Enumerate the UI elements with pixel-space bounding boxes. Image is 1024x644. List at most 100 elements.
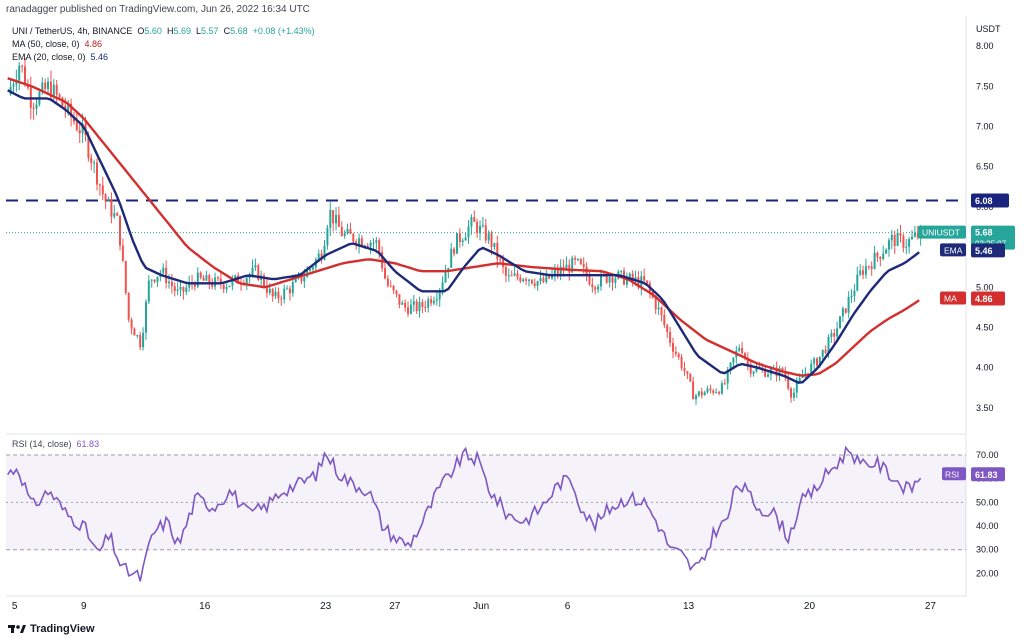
time-axis-tick-label: Jun [473,601,489,612]
ema-legend-value: 5.46 [90,52,109,62]
symbol-name-tag-bg [918,225,966,239]
candle-body [110,199,113,217]
tradingview-brand: TradingView [30,623,95,635]
ohlc-low: 5.57 [201,26,219,36]
time-axis-tick-label: 16 [199,601,211,612]
candle-body [49,81,52,98]
candle-body [453,248,456,254]
candle-body [196,272,199,287]
ohlc-close-label: C [223,26,231,36]
candle-body [692,381,695,400]
candle-body [700,391,703,396]
candle-body [850,296,853,298]
candle-body [81,123,84,134]
candle-body [525,279,528,281]
candle-body [21,65,24,67]
candle-body [98,184,101,186]
ema-legend-label: EMA (20, close, 0) [12,52,86,62]
candle-body [715,391,718,393]
candle-body [862,270,864,275]
candle-body [522,279,525,282]
candle-body [320,253,323,260]
candle-body [44,82,47,90]
candle-body [821,349,824,357]
candle-body [32,107,35,109]
ema-legend-row[interactable]: EMA (20, close, 0) 5.46 [12,51,315,64]
candle-body [15,80,18,85]
candle-body [634,277,637,281]
ema-value-tag-bg [971,243,1005,258]
candle-body [827,337,830,353]
candle-body [686,371,689,374]
ma-legend-label: MA (50, close, 0) [12,39,80,49]
candle-body [360,238,363,246]
candle-body [816,358,818,366]
candle-body [818,356,821,366]
symbol-name-tag-text: UNIUSDT [922,228,960,238]
candle-body [222,284,225,290]
candle-body [833,333,836,337]
ma-value-tag-text: 4.86 [975,294,993,304]
candle-body [78,130,81,134]
rsi-value-tag-text: 61.83 [975,470,998,480]
candle-body [787,377,790,389]
rsi-axis-tick-label: 50.00 [976,497,999,507]
candle-body [133,328,136,336]
candle-body [548,274,551,279]
candle-body [902,235,905,248]
candle-body [542,277,545,283]
candle-body [202,277,205,281]
candle-body [628,273,631,278]
time-axis-tick-label: 9 [81,601,87,612]
candle-body [70,103,73,117]
ohlc-open: 5.60 [144,26,162,36]
candle-body [124,261,127,293]
rsi-legend-label: RSI (14, close) [12,439,72,449]
candle-body [625,277,628,285]
symbol-name: UNI / TetherUS, 4h, BINANCE [12,26,133,36]
currency-label: USDT [976,24,1001,34]
candle-body [153,279,156,282]
candle-body [375,240,378,243]
candle-body [329,210,332,228]
candle-body [366,245,369,247]
publisher-header: ranadagger published on TradingView.com,… [6,4,310,15]
ma-group [7,77,920,377]
candle-body [395,290,398,295]
candle-body [631,273,634,281]
candle-body [211,283,214,287]
price-axis-tick-label: 7.00 [976,122,994,132]
price-axis-tick-label: 3.50 [976,403,994,413]
candle-body [47,81,49,89]
rsi-axis-tick-label: 30.00 [976,545,999,555]
rsi-legend[interactable]: RSI (14, close) 61.83 [12,439,99,449]
candle-body [588,275,591,285]
candle-body [853,290,856,297]
candle-body [176,289,179,291]
candle-body [401,302,404,305]
candle-body [481,225,484,227]
candle-body [764,369,767,377]
candle-body [864,266,867,275]
candle-body [104,194,107,202]
candle-body [93,162,96,164]
candle-body [369,242,372,247]
rsi-line [7,445,922,582]
candle-body [873,252,876,269]
ma-legend-row[interactable]: MA (50, close, 0) 4.86 [12,38,315,51]
candle-body [882,253,885,260]
candle-body [386,278,389,286]
candle-body [67,103,70,111]
candle-body [885,249,888,254]
candle-body [286,288,289,290]
symbol-legend-row: UNI / TetherUS, 4h, BINANCE O5.60 H5.69 … [12,25,315,38]
candle-body [905,246,908,248]
candle-body [795,382,798,393]
tradingview-footer[interactable]: TradingView [8,623,95,635]
candle-body [24,66,26,85]
candle-body [173,286,176,291]
candle-body [605,274,608,283]
candle-body [142,332,145,348]
candle-body [113,213,116,217]
